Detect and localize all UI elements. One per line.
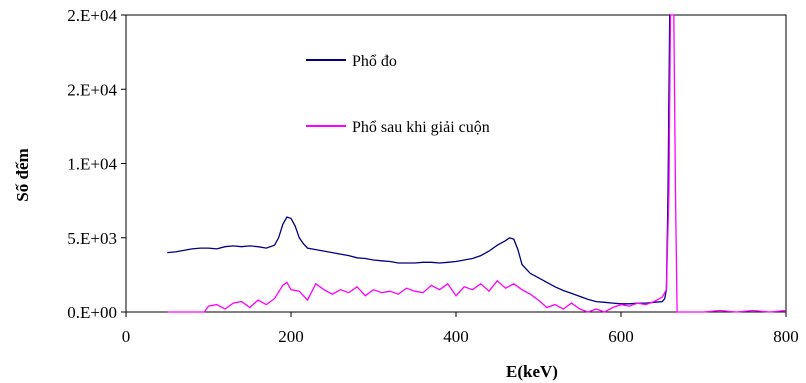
y-tick-label: 5.E+03 (67, 229, 117, 248)
x-tick-label: 400 (443, 327, 469, 346)
y-tick-label: 2.E+04 (67, 80, 117, 99)
series-line-0 (167, 14, 672, 305)
x-tick-label: 200 (278, 327, 304, 346)
legend: Phổ đo Phổ sau khi giải cuộn (306, 53, 490, 136)
x-axis-title: E(keV) (506, 362, 558, 381)
x-axis: 0 200 400 600 800 (122, 312, 799, 346)
legend-label-pho-do: Phổ đo (352, 53, 397, 70)
series-layer (167, 14, 787, 313)
x-tick-label: 800 (773, 327, 799, 346)
x-tick-label: 600 (608, 327, 634, 346)
x-tick-label: 0 (122, 327, 131, 346)
y-tick-label: 0.E+00 (67, 303, 117, 322)
y-tick-label: 2.E+04 (67, 6, 117, 25)
series-line-1 (167, 14, 787, 313)
plot-area (125, 14, 787, 313)
y-axis-title: Số đếm (13, 148, 32, 201)
y-tick-label: 1.E+04 (67, 155, 117, 174)
legend-label-pho-giai-cuon: Phổ sau khi giải cuộn (352, 119, 490, 136)
y-axis: 0.E+00 5.E+03 1.E+04 2.E+04 2.E+04 (67, 6, 126, 322)
